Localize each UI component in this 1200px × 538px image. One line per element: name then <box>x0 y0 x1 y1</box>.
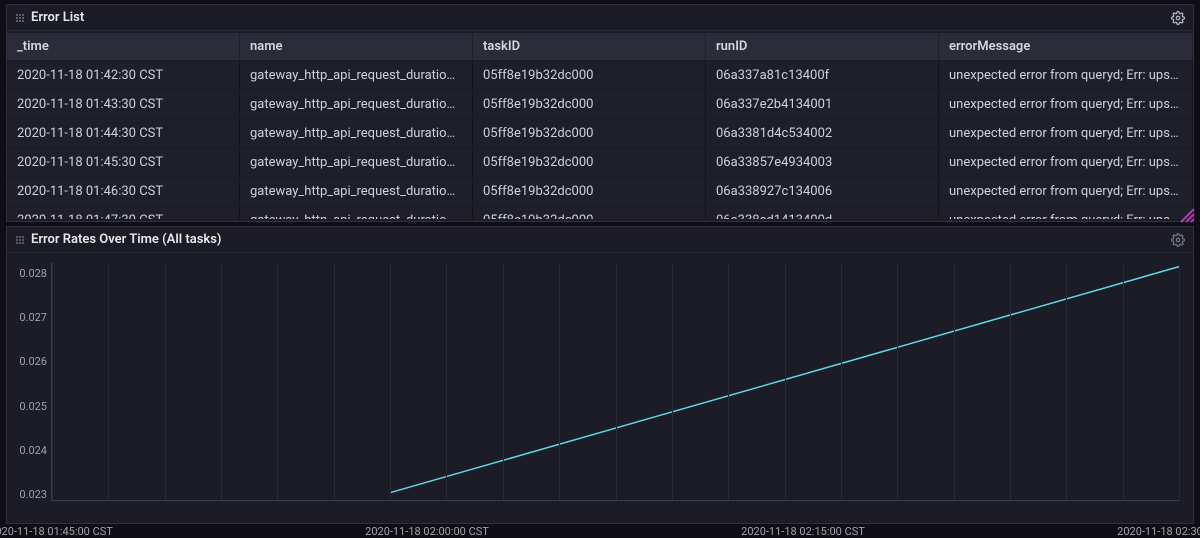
grid-line <box>52 263 53 500</box>
y-tick-label: 0.026 <box>13 355 47 368</box>
grid-line <box>165 263 166 500</box>
grid-line <box>1010 263 1011 500</box>
table-cell: 05ff8e19b32dc000 <box>473 62 706 89</box>
grid-line <box>616 263 617 500</box>
table-cell: unexpected error from queryd; Err: upstr… <box>939 120 1193 147</box>
y-tick-label: 0.028 <box>13 267 47 280</box>
x-tick-label: 2020-11-18 01:45:00 CST <box>0 525 113 538</box>
table-cell: unexpected error from queryd; Err: upstr… <box>939 149 1193 176</box>
table-cell: 06a338927c134006 <box>706 178 939 205</box>
table-header-row: _time name taskID runID errorMessage <box>7 33 1193 60</box>
table-cell: unexpected error from queryd; Err: upstr… <box>939 207 1193 219</box>
col-header-errormessage[interactable]: errorMessage <box>939 33 1193 60</box>
y-tick-label: 0.027 <box>13 311 47 324</box>
table-cell: gateway_http_api_request_duration_by… <box>240 62 473 89</box>
x-tick-label: 2020-11-18 02:00:00 CST <box>365 525 489 538</box>
col-header-taskid[interactable]: taskID <box>473 33 706 60</box>
drag-handle-icon[interactable] <box>15 235 25 245</box>
grid-line <box>1179 263 1180 500</box>
panel-header: Error Rates Over Time (All tasks) <box>7 227 1193 253</box>
grid-line <box>954 263 955 500</box>
y-tick-label: 0.024 <box>13 444 47 457</box>
table-cell: 06a3381d4c534002 <box>706 120 939 147</box>
gear-icon[interactable] <box>1171 11 1185 25</box>
grid-line <box>728 263 729 500</box>
grid-line <box>108 263 109 500</box>
panel-title: Error List <box>31 10 1171 25</box>
grid-line <box>1066 263 1067 500</box>
table-row[interactable]: 2020-11-18 01:47:30 CSTgateway_http_api_… <box>7 207 1193 219</box>
table-row[interactable]: 2020-11-18 01:45:30 CSTgateway_http_api_… <box>7 149 1193 176</box>
drag-handle-icon[interactable] <box>15 13 25 23</box>
table-cell: 2020-11-18 01:44:30 CST <box>7 120 240 147</box>
col-header-time[interactable]: _time <box>7 33 240 60</box>
y-tick-label: 0.025 <box>13 400 47 413</box>
table-cell: 2020-11-18 01:47:30 CST <box>7 207 240 219</box>
grid-line <box>503 263 504 500</box>
table-cell: unexpected error from queryd; Err: upstr… <box>939 178 1193 205</box>
grid-line <box>221 263 222 500</box>
table-cell: 2020-11-18 01:42:30 CST <box>7 62 240 89</box>
panel-title: Error Rates Over Time (All tasks) <box>31 232 1171 247</box>
error-list-panel: Error List _time name taskID runID error… <box>6 4 1194 222</box>
panel-header: Error List <box>7 5 1193 31</box>
table-cell: gateway_http_api_request_duration_by… <box>240 149 473 176</box>
grid-line <box>897 263 898 500</box>
table-cell: gateway_http_api_request_duration_by… <box>240 120 473 147</box>
table-row[interactable]: 2020-11-18 01:43:30 CSTgateway_http_api_… <box>7 91 1193 118</box>
x-tick-label: 2020-11-18 02:30:00 CST <box>1117 525 1200 538</box>
gear-icon[interactable] <box>1171 233 1185 247</box>
table-row[interactable]: 2020-11-18 01:44:30 CSTgateway_http_api_… <box>7 120 1193 147</box>
table-cell: 2020-11-18 01:43:30 CST <box>7 91 240 118</box>
grid-line <box>841 263 842 500</box>
table-row[interactable]: 2020-11-18 01:46:30 CSTgateway_http_api_… <box>7 178 1193 205</box>
grid-line <box>390 263 391 500</box>
grid-line <box>672 263 673 500</box>
y-tick-label: 0.023 <box>13 488 47 501</box>
table-cell: 05ff8e19b32dc000 <box>473 207 706 219</box>
table-cell: unexpected error from queryd; Err: upstr… <box>939 62 1193 89</box>
table-cell: 06a338cd1413400d <box>706 207 939 219</box>
table-row[interactable]: 2020-11-18 01:42:30 CSTgateway_http_api_… <box>7 62 1193 89</box>
table-cell: gateway_http_api_request_duration_by… <box>240 178 473 205</box>
table-cell: 06a33857e4934003 <box>706 149 939 176</box>
error-table: _time name taskID runID errorMessage 202… <box>7 31 1193 219</box>
table-cell: 05ff8e19b32dc000 <box>473 120 706 147</box>
table-cell: 2020-11-18 01:45:30 CST <box>7 149 240 176</box>
table-cell: 2020-11-18 01:46:30 CST <box>7 178 240 205</box>
grid-line <box>1123 263 1124 500</box>
x-tick-label: 2020-11-18 02:15:00 CST <box>741 525 865 538</box>
table-cell: unexpected error from queryd; Err: upstr… <box>939 91 1193 118</box>
table-cell: gateway_http_api_request_duration_by… <box>240 91 473 118</box>
grid-line <box>446 263 447 500</box>
table-cell: 06a337e2b4134001 <box>706 91 939 118</box>
resize-handle-icon[interactable] <box>1177 205 1195 223</box>
col-header-name[interactable]: name <box>240 33 473 60</box>
grid-line <box>334 263 335 500</box>
grid-line <box>277 263 278 500</box>
table-cell: 06a337a81c13400f <box>706 62 939 89</box>
table-cell: 05ff8e19b32dc000 <box>473 149 706 176</box>
grid-line <box>785 263 786 500</box>
col-header-runid[interactable]: runID <box>706 33 939 60</box>
table-cell: gateway_http_api_request_duration_by… <box>240 207 473 219</box>
chart-plot[interactable] <box>51 263 1179 501</box>
table-cell: 05ff8e19b32dc000 <box>473 91 706 118</box>
error-table-wrap: _time name taskID runID errorMessage 202… <box>7 31 1193 219</box>
grid-line <box>559 263 560 500</box>
table-cell: 05ff8e19b32dc000 <box>473 178 706 205</box>
chart-area: 0.0280.0270.0260.0250.0240.023 2020-11-1… <box>7 253 1193 533</box>
error-rates-panel: Error Rates Over Time (All tasks) 0.0280… <box>6 226 1194 524</box>
y-axis-labels: 0.028 0.027 0.026 0.025 0.024 0.023 <box>13 267 47 501</box>
